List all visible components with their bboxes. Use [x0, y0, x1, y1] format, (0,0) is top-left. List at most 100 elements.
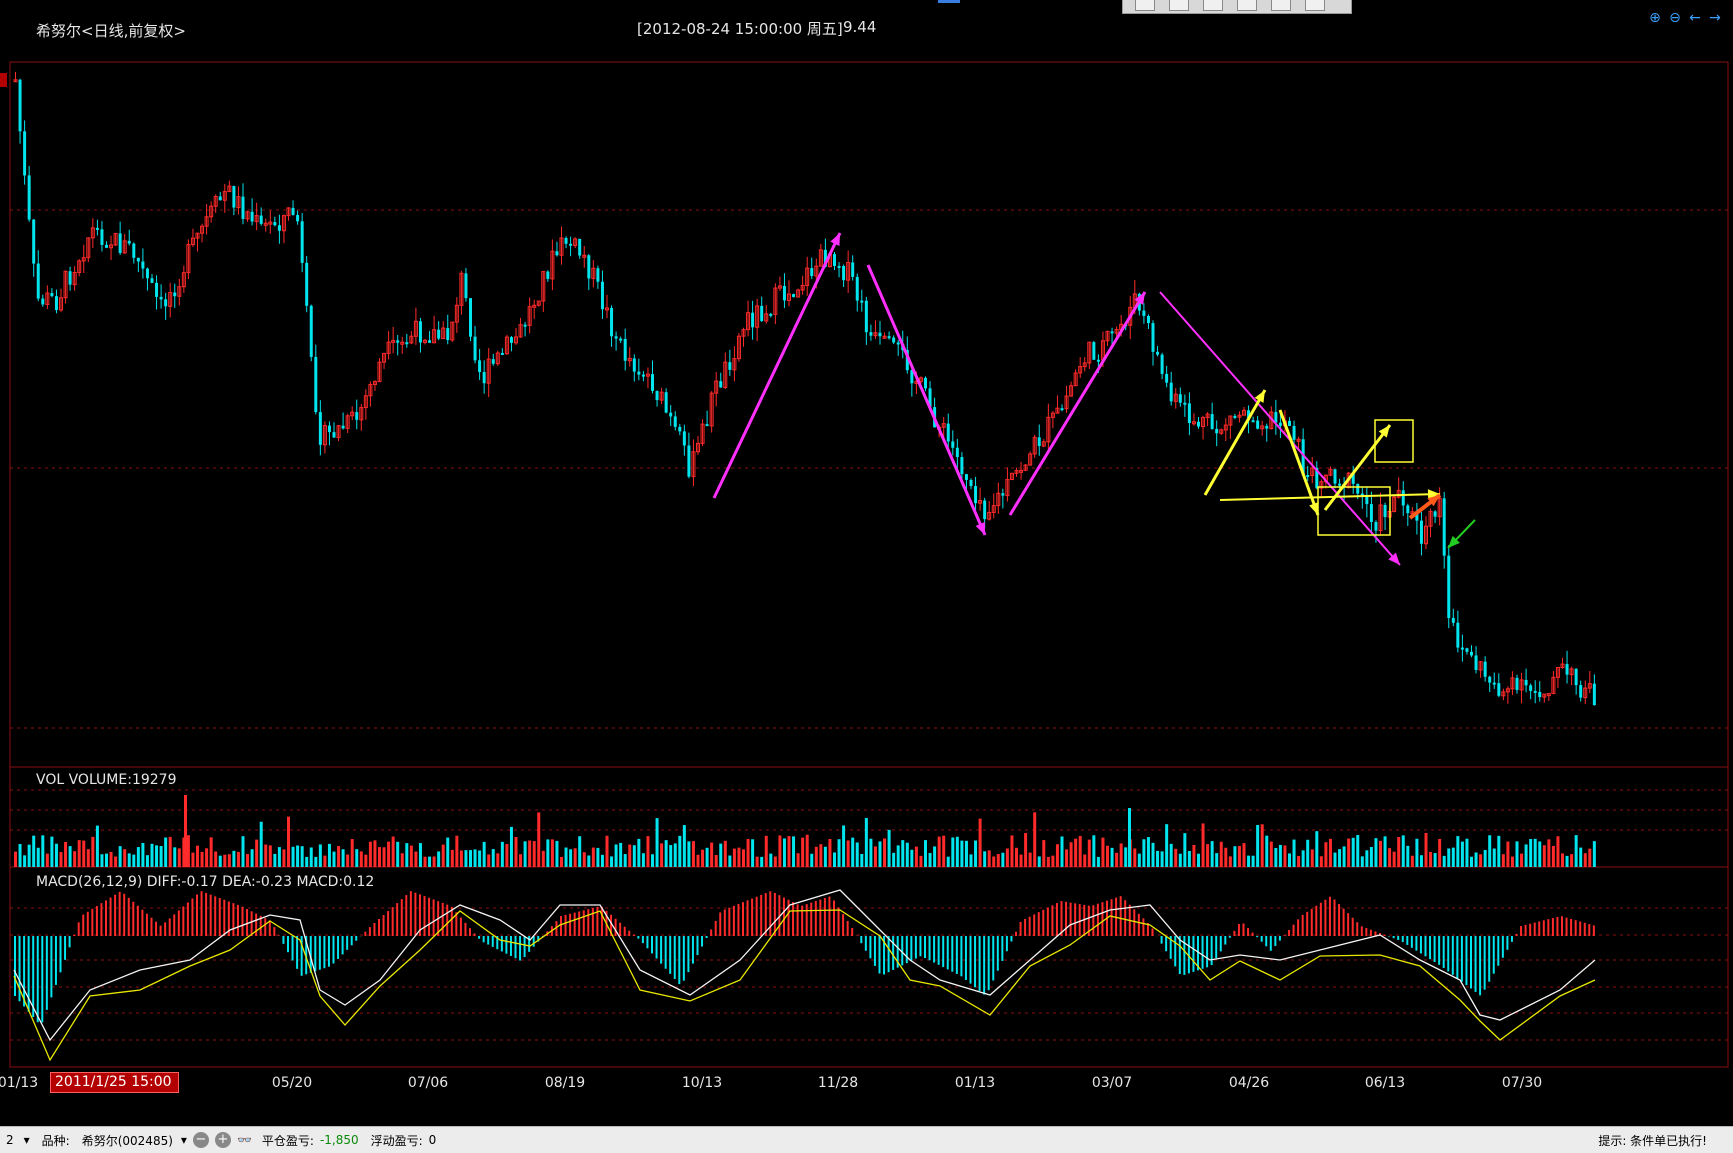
candle-body	[1587, 683, 1592, 689]
volume-bar	[1256, 824, 1260, 867]
volume-bar	[582, 852, 586, 867]
volume-bar	[95, 825, 99, 867]
volume-bar	[1497, 835, 1501, 867]
candle-body	[159, 296, 163, 300]
zoom-out-icon[interactable]: ⊖	[1669, 10, 1681, 26]
volume-bar	[1324, 842, 1328, 867]
volume-bar	[1165, 824, 1169, 867]
candle-body	[1110, 331, 1114, 334]
volume-bar	[1224, 847, 1228, 867]
volume-bar	[277, 847, 281, 867]
volume-bar	[996, 854, 1000, 867]
candle-body	[1529, 685, 1533, 691]
volume-bar	[1419, 855, 1423, 867]
candle-body	[523, 324, 527, 327]
candle-body	[132, 243, 136, 258]
volume-bar	[287, 816, 290, 867]
volume-bar	[123, 849, 127, 867]
candle-body	[1014, 470, 1019, 474]
candle-body	[632, 358, 636, 372]
candle-body	[1465, 648, 1469, 652]
volume-bar	[1237, 845, 1241, 867]
candle-body	[782, 285, 786, 301]
volume-bar	[1228, 856, 1232, 867]
toolbar-button-1[interactable]	[1135, 0, 1155, 11]
volume-bar	[924, 840, 927, 867]
toolbar-button-6[interactable]	[1305, 0, 1325, 11]
candle-body	[428, 340, 432, 343]
diff-line	[13, 889, 1596, 1042]
candle-body	[409, 335, 414, 344]
candle-body	[800, 284, 805, 291]
candle-body	[273, 222, 277, 226]
macd-lines	[13, 889, 1596, 1062]
glasses-icon[interactable]: 👓	[236, 1133, 252, 1147]
toolbar-button-3[interactable]	[1203, 0, 1223, 11]
candle-body	[1260, 425, 1265, 430]
volume-bar	[264, 844, 268, 867]
candle-body	[1256, 420, 1260, 429]
volume-bar	[314, 856, 318, 867]
volume-bar	[555, 840, 559, 867]
candle-body	[1223, 424, 1228, 431]
arrow-right-icon[interactable]: →	[1709, 10, 1721, 26]
volume-bar	[578, 836, 582, 867]
plus-circle-icon[interactable]: +	[214, 1132, 231, 1148]
x-tick-label: 01/13	[0, 1075, 39, 1091]
volume-bar	[141, 842, 145, 867]
volume-bar	[1392, 851, 1396, 867]
volume-bar	[1474, 852, 1478, 867]
volume-bar	[1042, 840, 1046, 867]
candle-body	[1073, 372, 1078, 387]
candle-body	[41, 298, 45, 305]
chart-canvas[interactable]	[0, 0, 1733, 1090]
volume-bar	[728, 855, 732, 867]
candle-body	[1169, 382, 1173, 402]
volume-bar	[505, 844, 509, 867]
zoom-in-icon[interactable]: ⊕	[1649, 10, 1661, 26]
volume-bar	[1542, 845, 1546, 867]
dea-line	[13, 909, 1596, 1062]
toolbar-button-5[interactable]	[1271, 0, 1291, 11]
floating-pl-label: 浮动盈亏:	[370, 1133, 423, 1148]
toolbar-button-4[interactable]	[1237, 0, 1257, 11]
candle-body	[1178, 394, 1182, 403]
volume-bar	[500, 841, 504, 867]
candle-body	[259, 215, 263, 224]
symbol-dropdown-icon[interactable]: ▾	[180, 1133, 187, 1147]
candle-body	[432, 329, 437, 344]
volume-bar	[1306, 839, 1310, 867]
macd-histogram	[14, 891, 1595, 1023]
arrow-left-icon[interactable]: ←	[1689, 10, 1701, 26]
volume-bar	[1515, 841, 1519, 867]
volume-bar	[1187, 850, 1191, 867]
volume-bar	[45, 853, 49, 867]
candle-body	[1424, 525, 1428, 545]
volume-bar	[155, 845, 159, 867]
minus-circle-icon[interactable]: −	[192, 1132, 209, 1148]
volume-bar	[184, 795, 187, 867]
candle-body	[113, 232, 118, 246]
x-tick-label: 04/26	[1228, 1075, 1270, 1091]
candle-body	[732, 358, 737, 371]
candle-body	[155, 282, 159, 297]
toolbar-button-2[interactable]	[1169, 0, 1189, 11]
candle-body	[1319, 481, 1324, 489]
volume-bar	[819, 844, 823, 867]
candle-body	[882, 335, 887, 339]
volume-bar	[1319, 856, 1323, 867]
volume-bar	[105, 853, 108, 867]
candle-body	[1592, 683, 1596, 706]
candle-body	[928, 388, 932, 408]
dropdown-arrow-icon[interactable]: ▾	[23, 1133, 30, 1147]
volume-bar	[109, 851, 113, 867]
volume-bar	[418, 843, 422, 867]
volume-bar	[145, 855, 149, 867]
window-edge-marker	[938, 0, 960, 3]
volume-bar	[1119, 843, 1123, 867]
candle-body	[1524, 679, 1528, 686]
drawn-annotations[interactable]	[712, 232, 1476, 566]
floating-toolbar[interactable]	[1122, 0, 1352, 14]
symbol-select[interactable]: 希努尔(002485)	[81, 1133, 173, 1148]
volume-bar	[951, 837, 955, 867]
